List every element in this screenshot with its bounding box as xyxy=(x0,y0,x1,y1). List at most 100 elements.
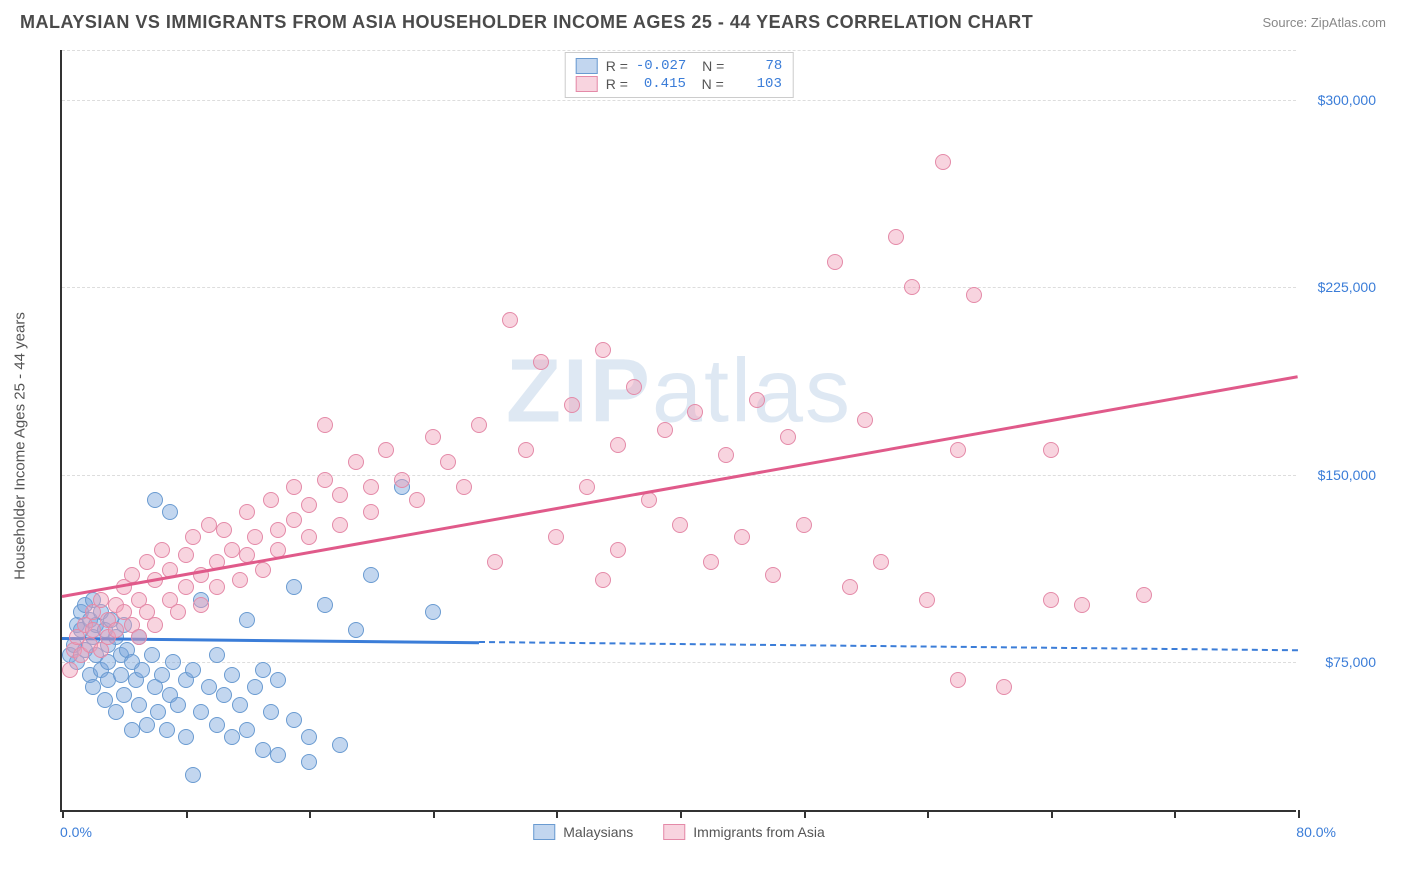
data-point xyxy=(124,567,140,583)
data-point xyxy=(378,442,394,458)
data-point xyxy=(301,529,317,545)
legend-box: R =-0.027 N =78R =0.415 N =103 xyxy=(565,52,794,98)
data-point xyxy=(116,687,132,703)
data-point xyxy=(270,672,286,688)
data-point xyxy=(178,729,194,745)
data-point xyxy=(224,667,240,683)
data-point xyxy=(301,754,317,770)
data-point xyxy=(718,447,734,463)
legend-label: Malaysians xyxy=(563,824,633,840)
data-point xyxy=(919,592,935,608)
data-point xyxy=(193,597,209,613)
data-point xyxy=(286,712,302,728)
y-tick-label: $75,000 xyxy=(1325,654,1376,670)
data-point xyxy=(332,517,348,533)
data-point xyxy=(332,737,348,753)
plot-area: ZIPatlas R =-0.027 N =78R =0.415 N =103 … xyxy=(60,50,1296,812)
data-point xyxy=(301,497,317,513)
bottom-legend-item: Immigrants from Asia xyxy=(663,824,824,840)
gridline xyxy=(62,475,1296,476)
data-point xyxy=(409,492,425,508)
data-point xyxy=(595,572,611,588)
data-point xyxy=(239,612,255,628)
data-point xyxy=(610,437,626,453)
gridline xyxy=(62,287,1296,288)
x-tick xyxy=(186,810,188,818)
data-point xyxy=(363,567,379,583)
data-point xyxy=(224,542,240,558)
data-point xyxy=(263,492,279,508)
gridline xyxy=(62,50,1296,51)
data-point xyxy=(139,717,155,733)
data-point xyxy=(950,442,966,458)
data-point xyxy=(239,722,255,738)
watermark: ZIPatlas xyxy=(506,341,852,444)
data-point xyxy=(144,647,160,663)
data-point xyxy=(749,392,765,408)
data-point xyxy=(672,517,688,533)
data-point xyxy=(425,604,441,620)
data-point xyxy=(216,522,232,538)
data-point xyxy=(270,747,286,763)
data-point xyxy=(363,479,379,495)
data-point xyxy=(502,312,518,328)
data-point xyxy=(224,729,240,745)
data-point xyxy=(487,554,503,570)
chart-container: Householder Income Ages 25 - 44 years ZI… xyxy=(50,50,1386,842)
data-point xyxy=(317,472,333,488)
data-point xyxy=(301,729,317,745)
gridline xyxy=(62,662,1296,663)
data-point xyxy=(857,412,873,428)
data-point xyxy=(209,579,225,595)
data-point xyxy=(165,654,181,670)
data-point xyxy=(703,554,719,570)
data-point xyxy=(548,529,564,545)
y-axis-label: Householder Income Ages 25 - 44 years xyxy=(12,312,29,580)
legend-row: R =0.415 N =103 xyxy=(576,75,783,93)
data-point xyxy=(255,562,271,578)
x-tick xyxy=(1174,810,1176,818)
data-point xyxy=(193,704,209,720)
legend-swatch xyxy=(663,824,685,840)
x-axis-max-label: 80.0% xyxy=(1296,824,1336,840)
data-point xyxy=(425,429,441,445)
x-tick xyxy=(927,810,929,818)
data-point xyxy=(579,479,595,495)
x-tick xyxy=(433,810,435,818)
legend-r-value: -0.027 xyxy=(636,58,686,74)
data-point xyxy=(232,697,248,713)
data-point xyxy=(317,417,333,433)
data-point xyxy=(564,397,580,413)
legend-label: Immigrants from Asia xyxy=(693,824,824,840)
y-tick-label: $300,000 xyxy=(1318,92,1376,108)
data-point xyxy=(950,672,966,688)
legend-r-label: R = xyxy=(606,58,628,74)
legend-swatch xyxy=(576,76,598,92)
legend-swatch xyxy=(576,58,598,74)
legend-n-label: N = xyxy=(694,76,724,92)
data-point xyxy=(734,529,750,545)
data-point xyxy=(456,479,472,495)
trend-line xyxy=(479,641,1298,651)
data-point xyxy=(394,472,410,488)
data-point xyxy=(113,667,129,683)
data-point xyxy=(827,254,843,270)
data-point xyxy=(796,517,812,533)
legend-r-value: 0.415 xyxy=(636,76,686,92)
data-point xyxy=(610,542,626,558)
data-point xyxy=(185,662,201,678)
data-point xyxy=(247,529,263,545)
data-point xyxy=(185,529,201,545)
data-point xyxy=(201,679,217,695)
data-point xyxy=(239,504,255,520)
data-point xyxy=(626,379,642,395)
legend-n-label: N = xyxy=(694,58,724,74)
trend-line xyxy=(62,375,1299,598)
x-axis-min-label: 0.0% xyxy=(60,824,92,840)
data-point xyxy=(247,679,263,695)
legend-n-value: 103 xyxy=(732,76,782,92)
bottom-legend: Malaysians Immigrants from Asia xyxy=(533,824,825,840)
data-point xyxy=(209,647,225,663)
data-point xyxy=(147,492,163,508)
legend-swatch xyxy=(533,824,555,840)
